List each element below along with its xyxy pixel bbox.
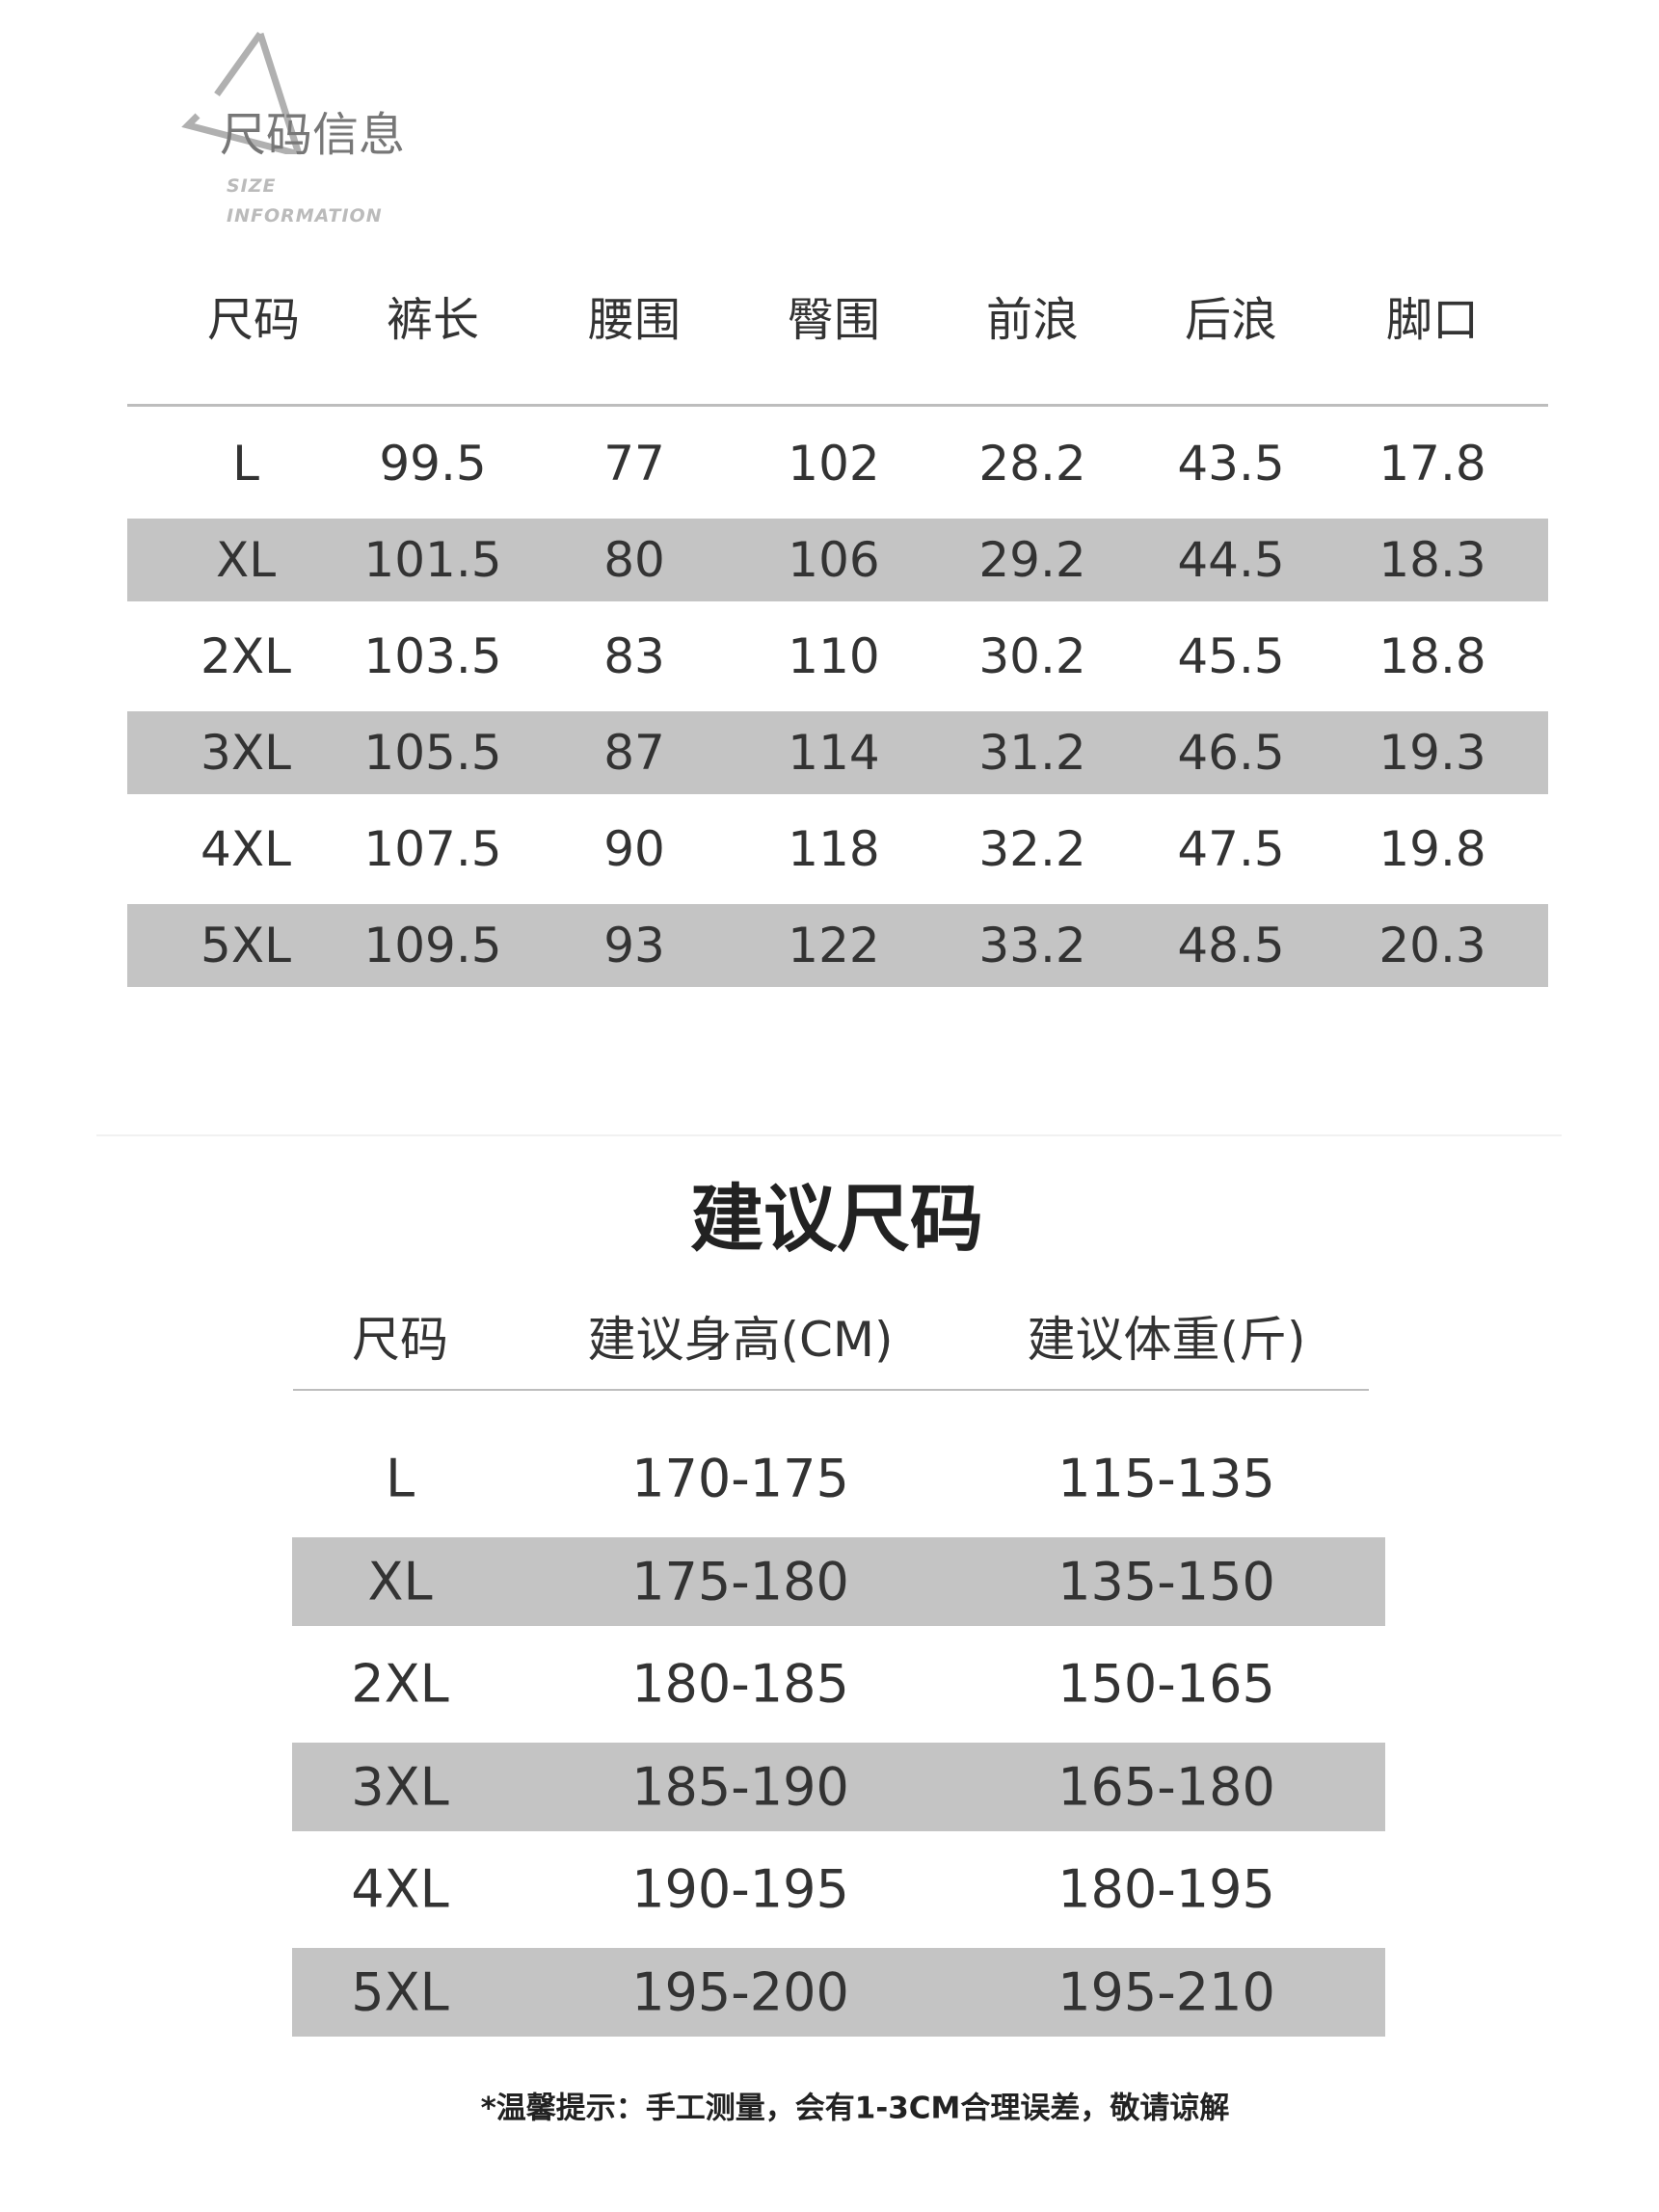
table-cell: XL — [215, 532, 277, 588]
table-cell: 115-135 — [1057, 1448, 1275, 1509]
table-cell: 99.5 — [379, 436, 487, 492]
table-cell: 4XL — [351, 1858, 449, 1920]
table-cell: 110 — [788, 628, 880, 684]
table-cell: 170-175 — [631, 1448, 849, 1509]
table-cell: 195-210 — [1057, 1961, 1275, 2022]
table-cell: 165-180 — [1057, 1756, 1275, 1817]
triangle-outline-icon — [181, 31, 303, 154]
table-cell: 17.8 — [1378, 436, 1486, 492]
column-header: 后浪 — [1184, 293, 1278, 347]
column-header: 前浪 — [985, 293, 1080, 347]
table-cell: 135-150 — [1057, 1551, 1275, 1612]
table-cell: L — [232, 436, 259, 492]
table-cell: 47.5 — [1177, 821, 1285, 877]
table-cell: 195-200 — [631, 1961, 849, 2022]
table-cell: 3XL — [201, 725, 291, 781]
row-band — [292, 1742, 1385, 1831]
column-header: 建议体重(斤) — [1027, 1312, 1306, 1368]
table-cell: 114 — [788, 725, 880, 781]
table-cell: 43.5 — [1177, 436, 1285, 492]
table-cell: 118 — [788, 821, 880, 877]
table-cell: 18.8 — [1378, 628, 1486, 684]
table-cell: 4XL — [201, 821, 291, 877]
table-cell: 77 — [603, 436, 665, 492]
table-cell: 175-180 — [631, 1551, 849, 1612]
column-header: 裤长 — [386, 293, 480, 347]
table-cell: 180-185 — [631, 1653, 849, 1715]
table-cell: 93 — [603, 918, 665, 973]
column-header: 建议身高(CM) — [587, 1312, 894, 1368]
section-divider — [96, 1134, 1562, 1136]
logo-subtitle-1: SIZE — [227, 175, 277, 197]
table-cell: 87 — [603, 725, 665, 781]
table-cell: 30.2 — [978, 628, 1086, 684]
table-cell: 29.2 — [978, 532, 1086, 588]
table-cell: 19.3 — [1378, 725, 1486, 781]
row-band — [127, 519, 1548, 601]
table-cell: 3XL — [351, 1756, 449, 1817]
table-cell: 5XL — [201, 918, 291, 973]
recommend-table-divider — [293, 1389, 1369, 1391]
table-cell: 102 — [788, 436, 880, 492]
column-header: 尺码 — [352, 1312, 448, 1368]
table-cell: 48.5 — [1177, 918, 1285, 973]
table-cell: 103.5 — [363, 628, 502, 684]
table-cell: 44.5 — [1177, 532, 1285, 588]
table-cell: 185-190 — [631, 1756, 849, 1817]
table-cell: 83 — [603, 628, 665, 684]
logo-subtitle-2: INFORMATION — [227, 205, 383, 227]
column-header: 脚口 — [1385, 293, 1480, 347]
table-cell: 2XL — [351, 1653, 449, 1715]
recommend-title: 建议尺码 — [690, 1176, 983, 1262]
table-cell: 107.5 — [363, 821, 502, 877]
measurement-note: *温馨提示：手工测量，会有1-3CM合理误差，敬请谅解 — [480, 2091, 1230, 2126]
table-cell: 19.8 — [1378, 821, 1486, 877]
table-cell: 46.5 — [1177, 725, 1285, 781]
column-header: 尺码 — [206, 293, 301, 347]
size-table-divider — [127, 404, 1548, 407]
table-cell: 5XL — [351, 1961, 449, 2022]
table-cell: 122 — [788, 918, 880, 973]
table-cell: 18.3 — [1378, 532, 1486, 588]
row-band — [292, 1536, 1385, 1626]
column-header: 臀围 — [787, 293, 881, 347]
table-cell: 105.5 — [363, 725, 502, 781]
table-cell: L — [385, 1448, 415, 1509]
table-cell: XL — [367, 1551, 433, 1612]
row-band — [292, 1947, 1385, 2037]
table-cell: 150-165 — [1057, 1653, 1275, 1715]
table-cell: 101.5 — [363, 532, 502, 588]
table-cell: 180-195 — [1057, 1858, 1275, 1920]
table-cell: 106 — [788, 532, 880, 588]
table-cell: 109.5 — [363, 918, 502, 973]
table-cell: 28.2 — [978, 436, 1086, 492]
table-cell: 45.5 — [1177, 628, 1285, 684]
table-cell: 31.2 — [978, 725, 1086, 781]
table-cell: 80 — [603, 532, 665, 588]
table-cell: 33.2 — [978, 918, 1086, 973]
row-band — [127, 904, 1548, 987]
table-cell: 190-195 — [631, 1858, 849, 1920]
column-header: 腰围 — [587, 293, 682, 347]
table-cell: 32.2 — [978, 821, 1086, 877]
table-cell: 90 — [603, 821, 665, 877]
table-cell: 2XL — [201, 628, 291, 684]
row-band — [127, 711, 1548, 794]
logo-title: 尺码信息 — [220, 108, 406, 162]
table-cell: 20.3 — [1378, 918, 1486, 973]
